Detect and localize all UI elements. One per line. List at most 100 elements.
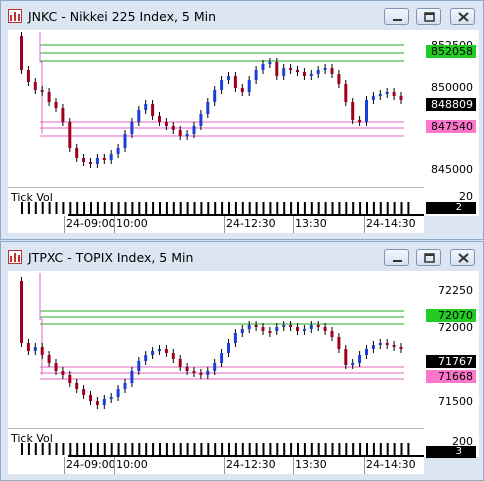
time-axis[interactable]: 24-09:00 10:00 24-12:30 13:30 24-14:30 <box>8 457 424 474</box>
candle-body <box>164 122 168 126</box>
chart-window-topix: JTPXC - TOPIX Index, 5 Min Tick Vol 7225… <box>0 241 484 481</box>
time-axis[interactable]: 24-09:00 10:00 24-12:30 13:30 24-14:30 <box>8 216 424 233</box>
time-label: 24-12:30 <box>226 458 276 471</box>
volume-bar <box>76 202 79 214</box>
maximize-button[interactable] <box>416 249 441 266</box>
candle-body <box>178 130 182 136</box>
candle-body <box>185 367 189 371</box>
candle-body <box>282 68 286 76</box>
candle-body <box>289 68 293 70</box>
candle-body <box>323 68 327 70</box>
time-divider <box>64 216 65 233</box>
candle-body <box>123 383 127 389</box>
volume-bar <box>221 202 224 214</box>
candle-body <box>89 162 92 164</box>
volume-bar <box>62 202 65 214</box>
volume-bar <box>83 202 86 214</box>
volume-bar <box>393 443 396 455</box>
candle-body <box>289 325 293 327</box>
price-tick: 850000 <box>431 81 473 94</box>
candlestick-plot[interactable] <box>8 30 424 216</box>
volume-bar <box>76 443 79 455</box>
time-label: 13:30 <box>295 458 327 471</box>
candle-body <box>130 122 134 134</box>
volume-bar <box>207 202 210 214</box>
volume-bar <box>41 443 44 455</box>
candle-body <box>247 325 251 329</box>
volume-bar <box>248 202 251 214</box>
volume-bar <box>159 202 161 214</box>
volume-bar <box>386 202 389 214</box>
price-tick: 72000 <box>438 321 473 334</box>
volume-bar <box>400 443 403 455</box>
candle-body <box>68 122 72 148</box>
volume-bar <box>324 443 327 455</box>
time-divider <box>114 216 115 233</box>
candle-body <box>109 397 113 399</box>
candle-body <box>365 100 368 122</box>
candle-body <box>61 371 65 375</box>
volume-bar <box>159 443 161 455</box>
title-bar[interactable]: JTPXC - TOPIX Index, 5 Min <box>1 242 483 272</box>
candle-body <box>116 389 120 397</box>
time-label: 24-09:00 <box>66 458 116 471</box>
chart-app-icon <box>8 250 22 264</box>
candle-body <box>227 76 230 80</box>
candle-body <box>206 102 210 114</box>
candle-body <box>371 96 375 100</box>
maximize-button[interactable] <box>416 8 441 25</box>
volume-bar <box>407 443 410 455</box>
volume-bar <box>96 202 99 214</box>
candle-body <box>137 110 141 122</box>
close-button[interactable] <box>450 249 475 266</box>
candle-body <box>337 337 341 349</box>
volume-value-box: 3 <box>426 446 476 458</box>
volume-bar <box>228 202 230 214</box>
title-bar[interactable]: JNKC - Nikkei 225 Index, 5 Min <box>1 1 483 31</box>
volume-bar <box>269 202 272 214</box>
volume-bar <box>283 443 286 455</box>
minimize-button[interactable] <box>384 8 409 25</box>
price-axis[interactable]: 852500 852058 850000 848809 847540 84500… <box>424 30 479 216</box>
volume-bar <box>352 443 355 455</box>
candle-body <box>213 363 217 371</box>
candle-body <box>371 345 375 349</box>
candle-body <box>330 331 334 337</box>
volume-bar <box>290 443 293 455</box>
time-divider <box>364 216 365 233</box>
volume-bar <box>393 202 396 214</box>
minimize-button[interactable] <box>384 249 409 266</box>
candle-body <box>116 148 120 154</box>
candlestick-chart[interactable]: Tick Vol <box>8 30 424 216</box>
volume-bar <box>269 443 272 455</box>
volume-bar <box>34 443 37 455</box>
candlestick-chart[interactable]: Tick Vol <box>8 271 424 457</box>
candle-body <box>351 102 355 120</box>
candle-body <box>130 371 134 383</box>
volume-bar <box>179 202 182 214</box>
volume-bar <box>248 443 251 455</box>
volume-bar <box>276 443 279 455</box>
candle-body <box>33 82 37 90</box>
candle-body <box>240 329 244 333</box>
volume-bar <box>165 443 168 455</box>
candle-body <box>378 94 382 96</box>
volume-bar <box>276 202 279 214</box>
candle-body <box>302 72 306 76</box>
close-icon <box>458 12 469 22</box>
candle-body <box>192 371 196 373</box>
close-button[interactable] <box>450 8 475 25</box>
candle-body <box>158 349 161 351</box>
volume-baseline <box>68 214 424 216</box>
price-marker-low: 847540 <box>426 120 476 133</box>
price-axis[interactable]: 72250 72070 72000 71767 71668 71500 200 … <box>424 271 479 458</box>
candle-body <box>89 395 92 401</box>
volume-bar <box>359 202 362 214</box>
volume-bar <box>241 443 244 455</box>
volume-bar <box>221 443 224 455</box>
volume-bar <box>90 202 92 214</box>
candlestick-plot[interactable] <box>8 271 424 457</box>
volume-bar <box>21 202 23 214</box>
volume-bar <box>255 443 258 455</box>
candle-body <box>178 359 182 367</box>
